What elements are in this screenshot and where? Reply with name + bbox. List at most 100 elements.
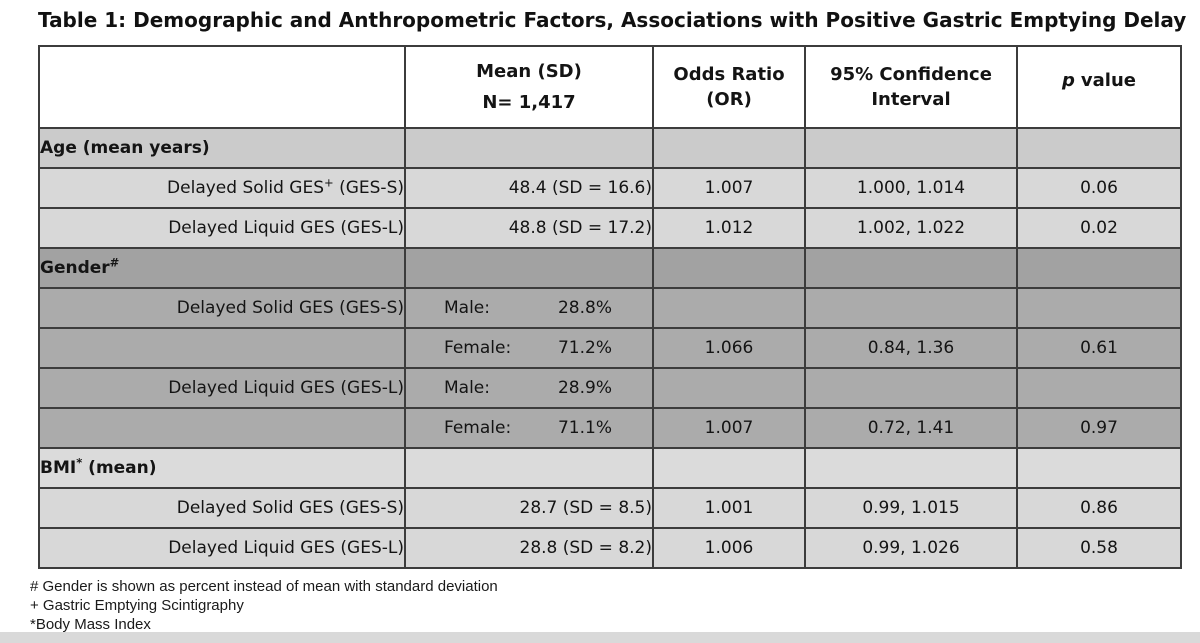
section-row-gender: Gender# [38,247,1182,289]
footnotes: # Gender is shown as percent instead of … [30,577,498,634]
section-label-text: Gender [40,258,110,278]
row-label-text: Delayed Solid GES [167,178,324,198]
header-odds-ratio: Odds Ratio (OR) [652,45,806,129]
p-value-cell: 0.02 [1016,207,1182,249]
section-row-age: Age (mean years) [38,127,1182,169]
row-label: Delayed Liquid GES (GES-L) [38,207,406,249]
mean-cell: Male: 28.9% [404,367,654,409]
header-ci-line2: Interval [871,89,951,110]
header-empty-cell [38,45,406,129]
section-label-sup: # [109,255,120,270]
p-value-cell: 0.58 [1016,527,1182,569]
demographics-table: Mean (SD) N= 1,417 Odds Ratio (OR) 95% C… [38,45,1182,569]
ci-cell: 0.99, 1.015 [804,487,1018,529]
row-label-post: (GES-S) [333,178,404,198]
section-label: Gender# [38,247,406,289]
header-ci-line1: 95% Confidence [830,64,992,85]
header-mean-line2: N= 1,417 [482,92,576,113]
p-value-cell [1016,447,1182,489]
table-row-gender-liquid-male: Delayed Liquid GES (GES-L) Male: 28.9% [38,367,1182,409]
bottom-gray-band [0,632,1200,643]
table-row-bmi-solid: Delayed Solid GES (GES-S) 28.7 (SD = 8.5… [38,487,1182,529]
gender-label: Male: [444,298,490,318]
ci-cell: 0.99, 1.026 [804,527,1018,569]
odds-ratio-cell [652,287,806,329]
table-row-age-solid: Delayed Solid GES+ (GES-S) 48.4 (SD = 16… [38,167,1182,209]
header-p-line: p value [1019,68,1179,107]
table-row-bmi-liquid: Delayed Liquid GES (GES-L) 28.8 (SD = 8.… [38,527,1182,569]
mean-cell [404,447,654,489]
odds-ratio-cell: 1.007 [652,167,806,209]
row-label [38,327,406,369]
p-value-cell: 0.97 [1016,407,1182,449]
p-value-cell [1016,367,1182,409]
odds-ratio-cell: 1.007 [652,407,806,449]
odds-ratio-cell: 1.001 [652,487,806,529]
odds-ratio-cell [652,447,806,489]
header-p-value: p value [1016,45,1182,129]
mean-cell: Male: 28.8% [404,287,654,329]
gender-value: 71.1% [557,418,612,438]
p-value-cell [1016,247,1182,289]
gender-label: Female: [444,338,512,358]
p-italic: p [1062,69,1075,91]
p-value-cell: 0.86 [1016,487,1182,529]
p-value-cell: 0.61 [1016,327,1182,369]
p-value-cell [1016,127,1182,169]
header-or-line1: Odds Ratio [673,64,785,85]
odds-ratio-cell [652,247,806,289]
row-label [38,407,406,449]
odds-ratio-cell [652,367,806,409]
mean-cell: Female: 71.2% [404,327,654,369]
row-label-sup: + [324,175,334,190]
header-confidence-interval: 95% Confidence Interval [804,45,1018,129]
footnote-bmi: *Body Mass Index [30,616,151,633]
page-title: Table 1: Demographic and Anthropometric … [38,8,1187,32]
odds-ratio-cell: 1.012 [652,207,806,249]
mean-cell: Female: 71.1% [404,407,654,449]
header-mean-sd: Mean (SD) N= 1,417 [404,45,654,129]
gender-value: 28.8% [557,298,612,318]
table-row-gender-liquid-female: Female: 71.1% 1.007 0.72, 1.41 0.97 [38,407,1182,449]
ci-cell [804,127,1018,169]
ci-cell: 1.000, 1.014 [804,167,1018,209]
row-label: Delayed Liquid GES (GES-L) [38,367,406,409]
section-row-bmi: BMI* (mean) [38,447,1182,489]
section-label-text: BMI [40,458,77,478]
table-row-gender-solid-female: Female: 71.2% 1.066 0.84, 1.36 0.61 [38,327,1182,369]
p-value-cell [1016,287,1182,329]
p-value-word: value [1080,69,1136,91]
row-label-text: Delayed Liquid GES (GES-L) [168,218,404,238]
gender-value: 71.2% [557,338,612,358]
gender-value: 28.9% [557,378,612,398]
section-label-sup: * [76,455,83,470]
ci-cell [804,247,1018,289]
row-label: Delayed Liquid GES (GES-L) [38,527,406,569]
odds-ratio-cell: 1.006 [652,527,806,569]
gender-label: Male: [444,378,490,398]
ci-cell: 0.72, 1.41 [804,407,1018,449]
ci-cell: 0.84, 1.36 [804,327,1018,369]
table-row-gender-solid-male: Delayed Solid GES (GES-S) Male: 28.8% [38,287,1182,329]
row-label: Delayed Solid GES (GES-S) [38,287,406,329]
ci-cell: 1.002, 1.022 [804,207,1018,249]
ci-cell [804,447,1018,489]
mean-cell [404,127,654,169]
table-row-age-liquid: Delayed Liquid GES (GES-L) 48.8 (SD = 17… [38,207,1182,249]
section-label: BMI* (mean) [38,447,406,489]
row-label: Delayed Solid GES (GES-S) [38,487,406,529]
header-or-line2: (OR) [706,89,752,110]
odds-ratio-cell [652,127,806,169]
mean-cell: 48.8 (SD = 17.2) [404,207,654,249]
mean-cell: 28.7 (SD = 8.5) [404,487,654,529]
footnote-gender: # Gender is shown as percent instead of … [30,578,498,595]
mean-cell: 28.8 (SD = 8.2) [404,527,654,569]
section-label-text: Age (mean years) [40,138,210,158]
p-value-cell: 0.06 [1016,167,1182,209]
ci-cell [804,287,1018,329]
header-mean-line1: Mean (SD) [476,61,582,82]
row-label: Delayed Solid GES+ (GES-S) [38,167,406,209]
gender-label: Female: [444,418,512,438]
mean-cell [404,247,654,289]
